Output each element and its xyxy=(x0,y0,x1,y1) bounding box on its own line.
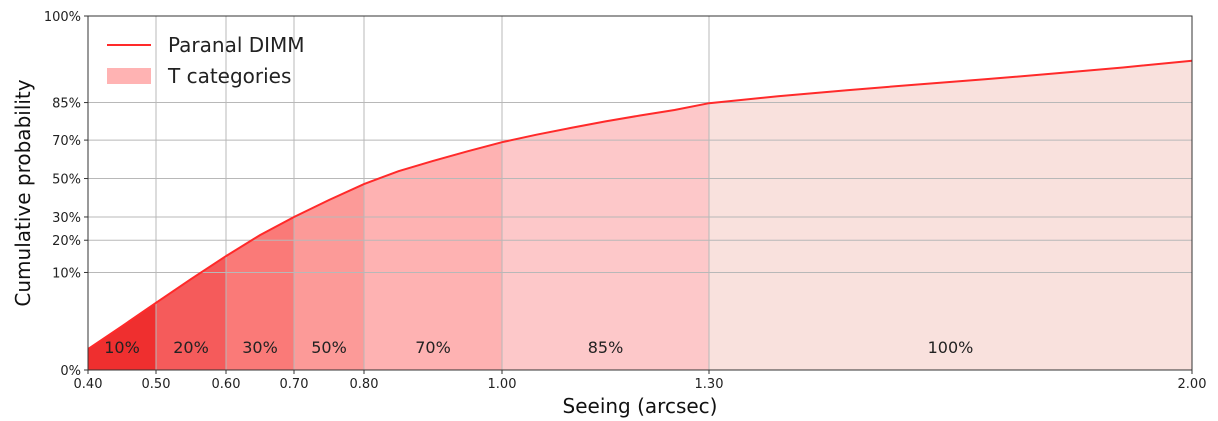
grid-lines xyxy=(88,16,1192,370)
category-area-4 xyxy=(364,142,502,370)
y-tick-label: 70% xyxy=(52,134,81,149)
x-tick-label: 0.80 xyxy=(350,377,379,392)
legend-label-categories: T categories xyxy=(167,64,291,88)
y-tick-label: 10% xyxy=(52,266,81,281)
category-label-6: 100% xyxy=(928,338,974,357)
x-axis-ticks: 0.40 0.50 0.60 0.70 0.80 1.00 1.30 2.00 xyxy=(74,370,1207,392)
category-area-0 xyxy=(88,302,156,370)
y-tick-label: 100% xyxy=(44,10,81,25)
category-label-1: 20% xyxy=(173,338,209,357)
category-label-2: 30% xyxy=(242,338,278,357)
category-area-6 xyxy=(709,60,1192,370)
y-tick-label: 20% xyxy=(52,234,81,249)
x-tick-label: 0.70 xyxy=(280,377,309,392)
legend-label-series: Paranal DIMM xyxy=(168,33,305,57)
x-tick-label: 1.00 xyxy=(488,377,517,392)
category-label-3: 50% xyxy=(311,338,347,357)
category-label-5: 85% xyxy=(588,338,624,357)
category-area-2 xyxy=(226,217,294,370)
category-label-0: 10% xyxy=(104,338,140,357)
category-areas xyxy=(88,60,1192,370)
y-tick-label: 50% xyxy=(52,173,81,188)
category-label-4: 70% xyxy=(415,338,451,357)
category-area-1 xyxy=(156,256,226,370)
x-tick-label: 0.60 xyxy=(212,377,241,392)
y-axis-label: Cumulative probability xyxy=(11,79,35,306)
x-axis-label: Seeing (arcsec) xyxy=(563,394,718,418)
y-tick-label: 85% xyxy=(52,97,81,112)
x-tick-label: 1.30 xyxy=(695,377,724,392)
y-tick-label: 30% xyxy=(52,211,81,226)
category-labels: 10% 20% 30% 50% 70% 85% 100% xyxy=(104,338,973,357)
y-tick-label: 0% xyxy=(60,364,81,379)
y-axis-ticks: 0% 10% 20% 30% 50% 70% 85% 100% xyxy=(44,10,88,379)
x-tick-label: 0.50 xyxy=(142,377,171,392)
category-area-5 xyxy=(502,103,709,370)
plot-frame xyxy=(87,15,1193,371)
x-tick-label: 2.00 xyxy=(1178,377,1207,392)
legend-swatch-area xyxy=(107,68,151,84)
category-area-3 xyxy=(294,184,364,370)
x-tick-label: 0.40 xyxy=(74,377,103,392)
series-line-paranal-dimm xyxy=(87,59,1193,350)
legend: Paranal DIMM T categories xyxy=(107,33,305,88)
